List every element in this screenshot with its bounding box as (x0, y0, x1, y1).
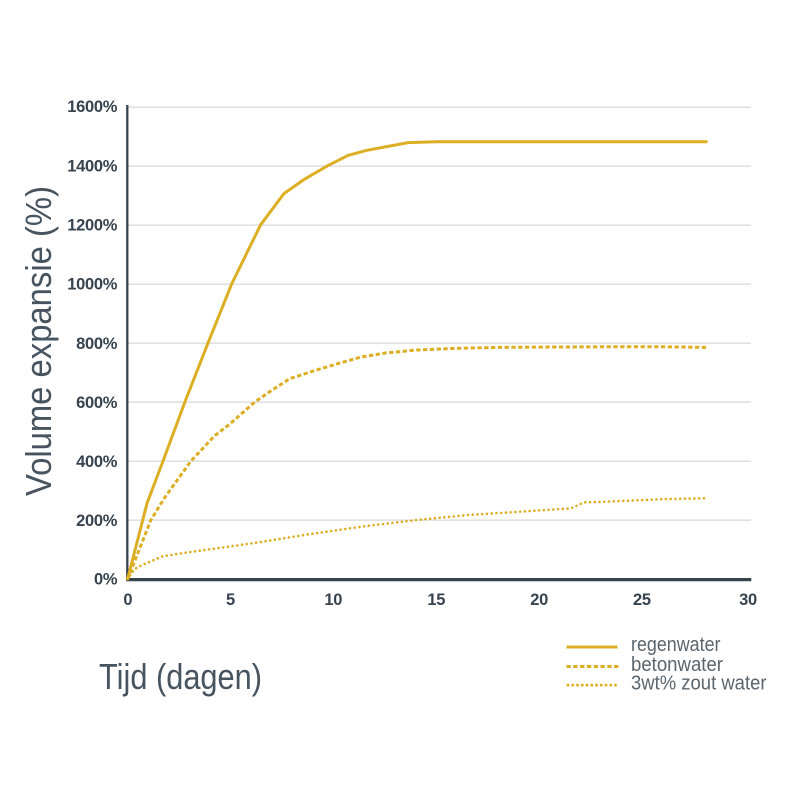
svg-text:200%: 200% (76, 512, 118, 530)
svg-text:regenwater: regenwater (631, 633, 721, 656)
svg-text:400%: 400% (76, 453, 118, 471)
svg-text:3wt% zout water: 3wt% zout water (631, 672, 767, 695)
svg-text:betonwater: betonwater (631, 653, 723, 676)
svg-text:25: 25 (633, 591, 651, 609)
svg-text:1200%: 1200% (67, 216, 118, 234)
svg-text:600%: 600% (76, 394, 118, 412)
svg-text:Volume expansie (%): Volume expansie (%) (18, 186, 59, 496)
svg-text:1600%: 1600% (67, 98, 118, 116)
svg-text:10: 10 (324, 591, 342, 609)
svg-text:5: 5 (226, 591, 235, 609)
svg-text:800%: 800% (76, 335, 118, 353)
svg-text:30: 30 (739, 591, 757, 609)
svg-text:15: 15 (427, 591, 445, 609)
svg-text:1000%: 1000% (67, 276, 118, 294)
svg-text:20: 20 (530, 591, 548, 609)
svg-text:1400%: 1400% (67, 157, 118, 175)
svg-text:Tijd (dagen): Tijd (dagen) (99, 656, 262, 697)
svg-text:0%: 0% (94, 571, 118, 589)
svg-text:0: 0 (123, 591, 132, 609)
